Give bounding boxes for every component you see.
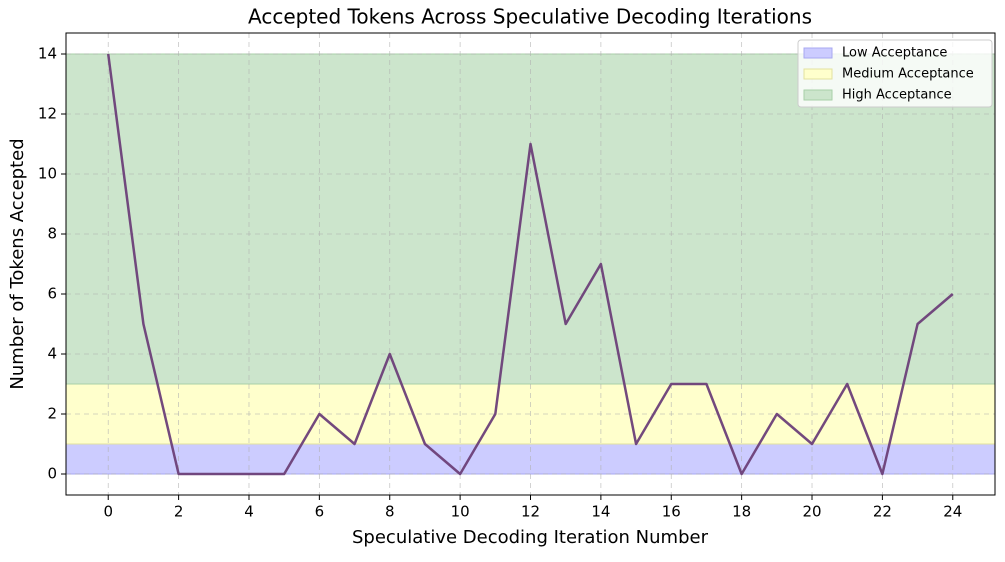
- x-tick-label: 2: [174, 503, 184, 521]
- legend-label: Low Acceptance: [842, 46, 947, 61]
- x-tick-label: 24: [943, 503, 962, 521]
- legend-swatch: [803, 68, 833, 80]
- legend-label: Medium Acceptance: [842, 67, 974, 82]
- plot-frame: [65, 32, 996, 496]
- x-tick-label: 8: [385, 503, 395, 521]
- y-tick-label: 8: [47, 225, 57, 243]
- x-tick-label: 22: [873, 503, 892, 521]
- x-axis-label: Speculative Decoding Iteration Number: [352, 527, 709, 548]
- x-tick-label: 16: [662, 503, 681, 521]
- x-tick-label: 4: [244, 503, 254, 521]
- x-tick-label: 0: [103, 503, 113, 521]
- x-tick-label: 14: [591, 503, 610, 521]
- y-tick-label: 12: [38, 105, 57, 123]
- legend-box: [797, 39, 993, 108]
- y-tick-label: 10: [38, 165, 57, 183]
- y-tick-label: 2: [47, 405, 57, 423]
- legend-swatch: [803, 47, 833, 59]
- x-tick-label: 18: [732, 503, 751, 521]
- legend-swatch: [803, 89, 833, 101]
- data-line: [106, 53, 954, 476]
- x-tick-label: 12: [521, 503, 540, 521]
- x-tick-label: 10: [451, 503, 470, 521]
- y-axis-label: Number of Tokens Accepted: [7, 138, 28, 389]
- y-tick-label: 14: [38, 45, 57, 63]
- legend-label: High Acceptance: [842, 88, 952, 103]
- y-tick-label: 6: [47, 285, 57, 303]
- x-tick-label: 20: [802, 503, 821, 521]
- chart-title: Accepted Tokens Across Speculative Decod…: [248, 5, 812, 29]
- y-tick-label: 4: [47, 345, 57, 363]
- y-tick-label: 0: [47, 465, 57, 483]
- x-tick-label: 6: [315, 503, 325, 521]
